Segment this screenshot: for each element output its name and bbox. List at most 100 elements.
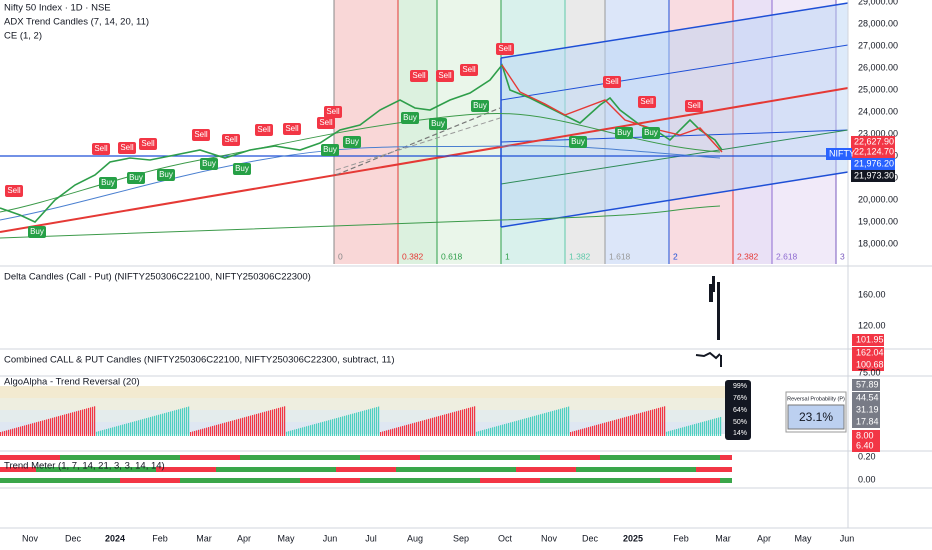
histogram-bar	[264, 411, 266, 436]
histogram-bar	[716, 418, 718, 436]
histogram-bar	[590, 426, 592, 436]
trend-cell	[336, 467, 348, 472]
histogram-bar	[96, 431, 98, 436]
histogram-bar	[114, 426, 116, 436]
histogram-bar	[574, 430, 576, 436]
trend-cell	[204, 455, 216, 460]
histogram-bar	[448, 413, 450, 436]
histogram-bar	[376, 407, 378, 436]
trend-cell	[660, 467, 672, 472]
histogram-bar	[564, 407, 566, 436]
trend-cell	[612, 455, 624, 460]
trend-cell	[12, 478, 24, 483]
signal-badge	[5, 185, 23, 197]
trend-cell	[312, 455, 324, 460]
histogram-bar	[524, 418, 526, 436]
trend-cell	[552, 478, 564, 483]
histogram-bar	[620, 418, 622, 436]
value-tag	[852, 334, 884, 346]
histogram-bar	[230, 421, 232, 436]
candle	[709, 284, 713, 302]
histogram-bar	[126, 423, 128, 436]
time-axis-label: Apr	[757, 533, 771, 543]
channel-line	[500, 2, 849, 59]
fib-label: 0	[338, 251, 343, 261]
trend-cell	[60, 455, 72, 460]
histogram-bar	[472, 406, 474, 436]
histogram-bar	[612, 420, 614, 436]
histogram-bar	[458, 410, 460, 436]
time-axis-label: Aug	[407, 533, 423, 543]
histogram-bar	[420, 421, 422, 436]
fib-label: 1	[505, 251, 510, 261]
candle	[720, 355, 722, 367]
pane-title: AlgoAlpha - Trend Reversal (20)	[4, 377, 140, 388]
axis-label: 160.00	[858, 289, 886, 299]
histogram-bar	[398, 427, 400, 436]
trend-cell	[336, 455, 348, 460]
trend-cell	[216, 478, 228, 483]
trend-cell	[228, 455, 240, 460]
signal-badge	[222, 134, 240, 146]
level-label: 76%	[733, 395, 747, 402]
level-label: 50%	[733, 419, 747, 426]
histogram-bar	[378, 406, 380, 436]
trend-cell	[528, 478, 540, 483]
histogram-bar	[648, 410, 650, 436]
histogram-bar	[538, 414, 540, 436]
trend-cell	[492, 455, 504, 460]
histogram-bar	[250, 415, 252, 436]
histogram-bar	[710, 419, 712, 436]
value-tag-label: 57.89	[856, 379, 879, 389]
price-axis-label: 26,000.00	[858, 62, 898, 72]
fib-label: 1.382	[569, 251, 591, 261]
axes: 29,000.00 28,000.00 27,000.00 26,000.00 25,0…	[22, 0, 898, 543]
histogram-bar	[494, 426, 496, 436]
histogram-bar	[630, 415, 632, 436]
trend-cell	[204, 478, 216, 483]
trend-cell	[168, 478, 180, 483]
histogram-bar	[154, 415, 156, 436]
trend-cell	[696, 467, 708, 472]
signal-label: Sell	[498, 44, 512, 53]
trend-cell	[540, 467, 552, 472]
trend-cell	[72, 478, 84, 483]
histogram-bar	[352, 413, 354, 436]
histogram-bar	[598, 424, 600, 436]
histogram-bar	[160, 414, 162, 436]
trend-cell	[384, 467, 396, 472]
histogram-bar	[312, 424, 314, 436]
value-tag	[852, 392, 880, 404]
signal-label: Sell	[462, 65, 476, 74]
histogram-bar	[164, 413, 166, 436]
histogram-bar	[170, 411, 172, 436]
probability-value: 23.1%	[799, 410, 833, 424]
histogram-bar	[654, 409, 656, 436]
price-line	[0, 63, 723, 223]
axis-label: 0.00	[858, 474, 876, 484]
histogram-bar	[242, 417, 244, 436]
histogram-bar	[146, 418, 148, 436]
trend-cell	[588, 478, 600, 483]
trend-cell	[564, 467, 576, 472]
trend-cell	[96, 478, 108, 483]
trend-cell	[432, 478, 444, 483]
histogram-bar	[430, 418, 432, 436]
histogram-bar	[704, 421, 706, 436]
histogram-bar	[48, 418, 50, 436]
histogram-bar	[302, 427, 304, 436]
histogram-bar	[234, 419, 236, 436]
trend-cell	[60, 467, 72, 472]
histogram-bar	[656, 408, 658, 436]
time-axis-label: Feb	[152, 533, 168, 543]
histogram-bar	[370, 408, 372, 436]
histogram-bar	[68, 413, 70, 436]
histogram-bar	[158, 414, 160, 436]
price-tag	[851, 146, 895, 158]
time-axis-label: Feb	[673, 533, 689, 543]
histogram-bar	[322, 421, 324, 436]
trend-cell	[360, 455, 372, 460]
trend-cell	[324, 478, 336, 483]
value-tag-label: 6.40	[856, 440, 874, 450]
histogram-bar	[462, 409, 464, 436]
